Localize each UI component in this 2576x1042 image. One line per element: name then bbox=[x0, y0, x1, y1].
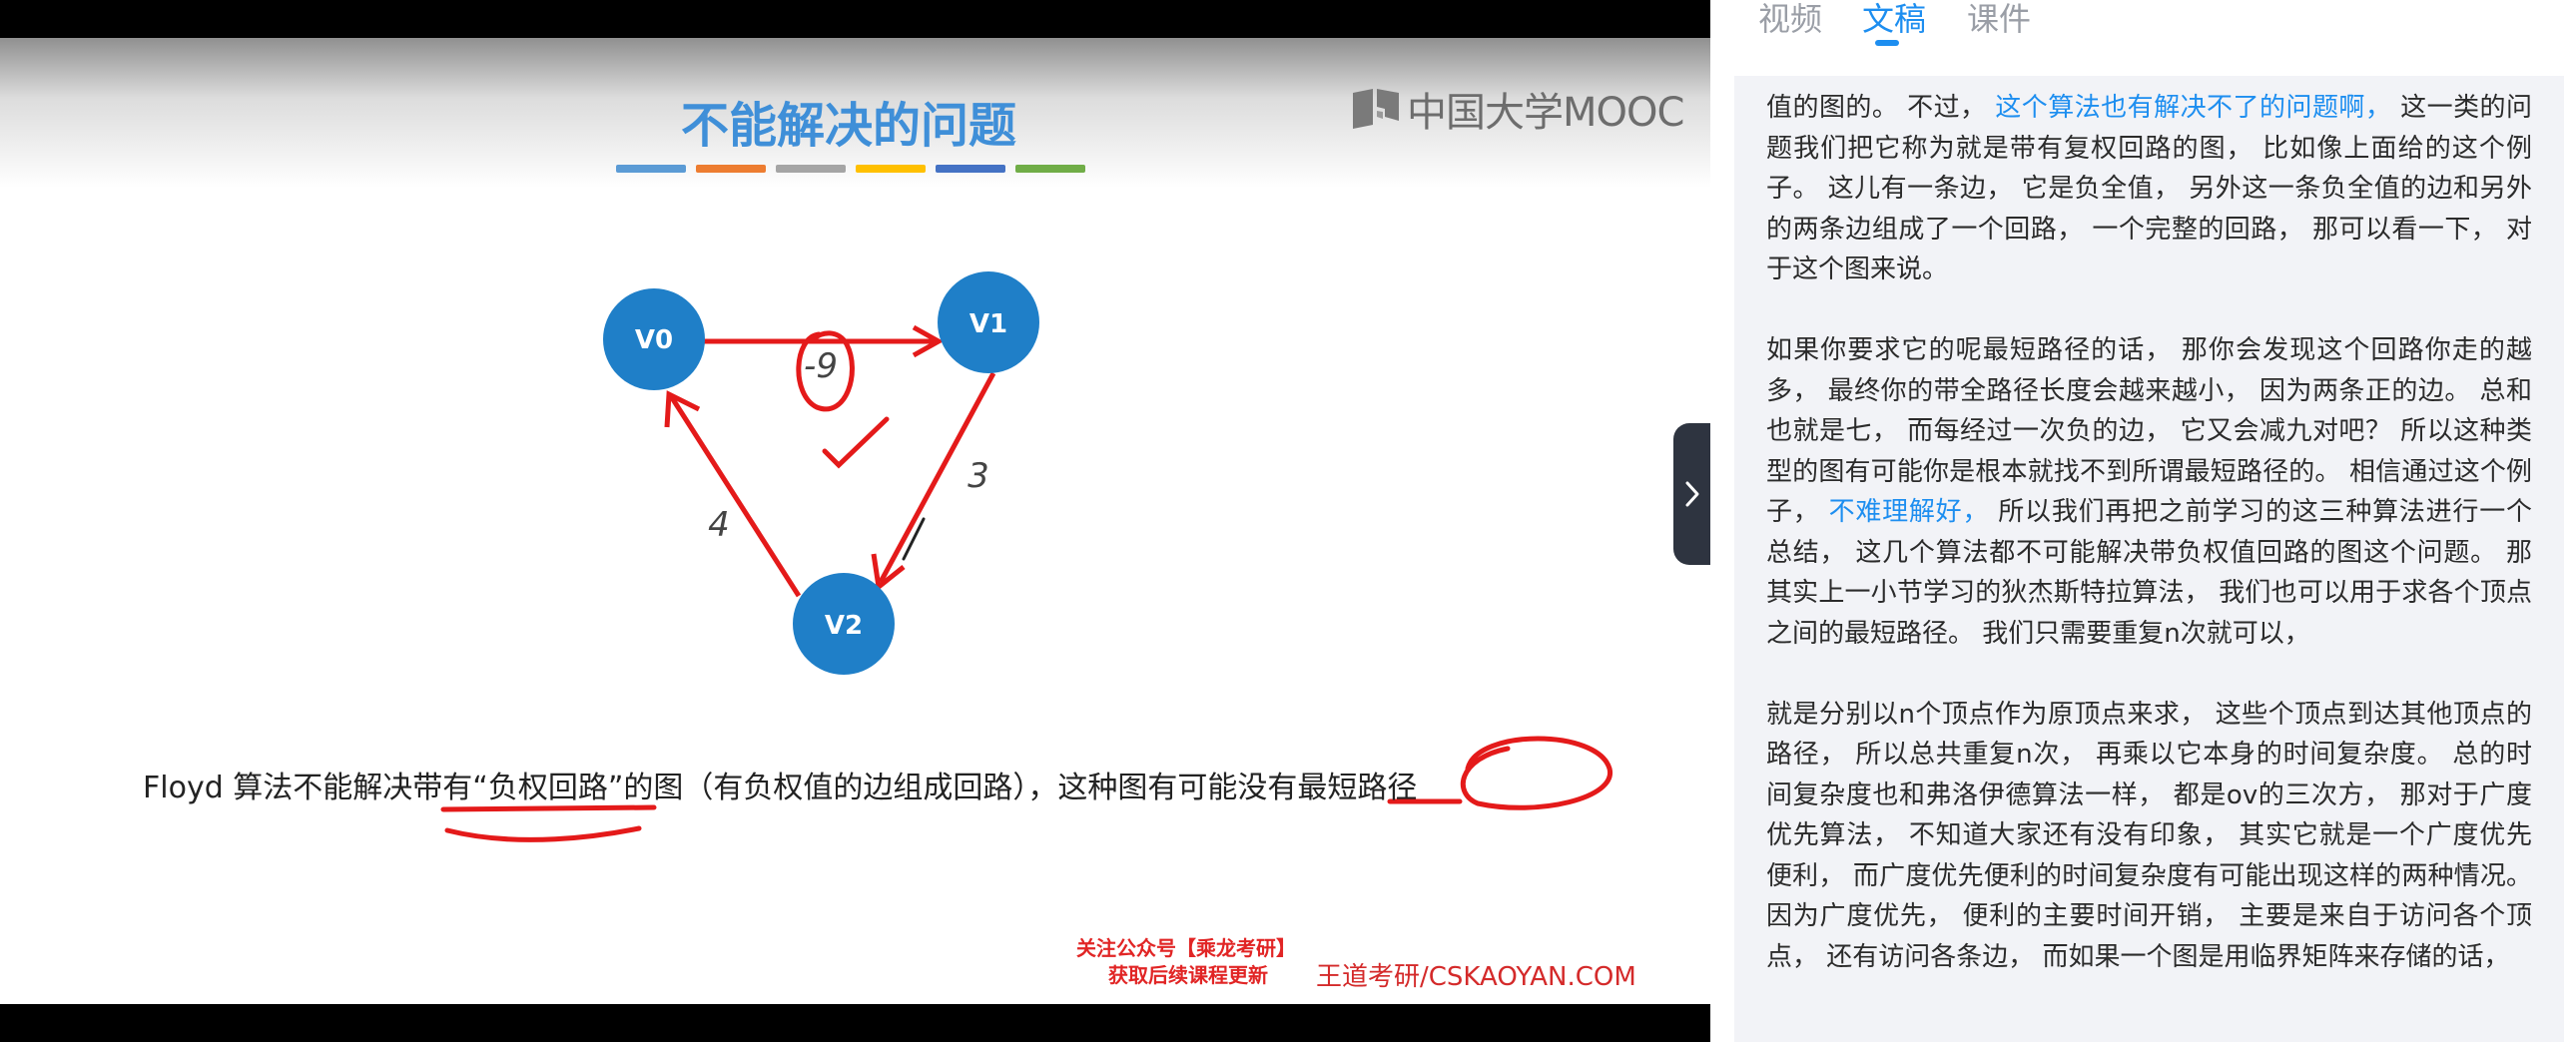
underline-v1-v2-edge bbox=[902, 517, 926, 561]
transcript-highlight: 这个算法也有解决不了的问题啊， bbox=[1995, 93, 2392, 123]
edge-v1-v2 bbox=[878, 371, 996, 584]
caption-no: 没有 bbox=[1237, 771, 1298, 805]
wechat-promo-line2: 获取后续课程更新 bbox=[1108, 963, 1268, 987]
transcript-paragraph[interactable]: 如果你要求它的呢最短路径的话， 那你会发现这个回路你走的越多， 最终你的带全路径… bbox=[1766, 330, 2532, 654]
edge-v0-v1-arrowhead bbox=[912, 324, 945, 358]
caption-part3: 的图（有负权值的边组成回路），这种图有可能 bbox=[623, 771, 1238, 805]
underline-negative-loop-1 bbox=[440, 804, 657, 812]
transcript-text: 如果你要求它的呢最短路径的话， 那你会发现这个回路你走的越多， 最终你的带全路径… bbox=[1766, 335, 2532, 527]
graph-diagram: V0 V1 V2 -9 3 4 bbox=[440, 271, 1612, 842]
node-v1-label: V1 bbox=[969, 309, 1007, 339]
edge-v2-v0-arrowhead bbox=[664, 390, 701, 428]
mooc-logo-icon bbox=[1353, 89, 1399, 129]
transcript-content[interactable]: 值的图的。 不过， 这个算法也有解决不了的问题啊， 这一类的问题我们把它称为就是… bbox=[1734, 76, 2564, 1042]
underline-negative-loop-2 bbox=[444, 825, 642, 842]
node-v1 bbox=[938, 271, 1039, 373]
transcript-text: 所以我们再把之前学习的这三种算法进行一个总结， 这几个算法都不可能解决带负权值回… bbox=[1766, 497, 2532, 649]
title-bar-0 bbox=[616, 165, 686, 173]
transcript-text: 就是分别以n个顶点作为原顶点来求， 这些个顶点到达其他顶点的路径， 所以总共重复… bbox=[1766, 699, 2532, 972]
edge-v2-v0 bbox=[668, 394, 802, 598]
video-player[interactable]: 不能解决的问题 中国大学MOOC V0 V1 V bbox=[0, 0, 1710, 1042]
caption-shortest-path: 最短路径 bbox=[1297, 771, 1418, 805]
title-bar-2 bbox=[776, 165, 846, 173]
transcript-paragraph[interactable]: 值的图的。 不过， 这个算法也有解决不了的问题啊， 这一类的问题我们把它称为就是… bbox=[1766, 88, 2532, 290]
wechat-promo-line1: 关注公众号【乘龙考研】 bbox=[1076, 936, 1296, 960]
title-bar-1 bbox=[696, 165, 766, 173]
graph-nodes: V0 V1 V2 bbox=[603, 271, 1039, 675]
transcript-text: 这一类的问题我们把它称为就是带有复权回路的图， 比如像上面给的这个例子。 这儿有… bbox=[1766, 93, 2533, 284]
handwritten-annotations bbox=[440, 330, 1612, 842]
weight-v2-v0: 4 bbox=[708, 505, 730, 545]
title-color-bars bbox=[616, 165, 1085, 173]
lecture-slide: 不能解决的问题 中国大学MOOC bbox=[0, 38, 1710, 1004]
checkmark bbox=[822, 416, 890, 469]
mooc-logo-text: 中国大学MOOC bbox=[1407, 90, 1684, 136]
transcript-paragraph[interactable]: 就是分别以n个顶点作为原顶点来求， 这些个顶点到达其他顶点的路径， 所以总共重复… bbox=[1766, 695, 2532, 978]
tab-transcript[interactable]: 文稿 bbox=[1862, 0, 1927, 38]
weight-v1-v2: 3 bbox=[967, 456, 989, 496]
slide-caption: Floyd 算法不能解决带有“负权回路”的图（有负权值的边组成回路），这种图有可… bbox=[143, 763, 1417, 806]
wangdao-watermark: 王道考研/CSKAOYAN.COM bbox=[1316, 962, 1636, 992]
transcript-text: 值的图的。 不过， bbox=[1766, 93, 1987, 123]
node-v2 bbox=[793, 573, 895, 675]
panel-tabs: 视频 文稿 课件 bbox=[1710, 0, 2576, 52]
title-bar-4 bbox=[936, 165, 1005, 173]
caption-part1: Floyd 算法不能解决 bbox=[143, 771, 413, 805]
collapse-panel-button[interactable] bbox=[1673, 423, 1710, 565]
caption-negative-loop: 带有“负权回路” bbox=[412, 771, 624, 805]
tab-courseware[interactable]: 课件 bbox=[1967, 0, 2032, 38]
weight-v0-v1: -9 bbox=[804, 346, 838, 386]
node-v2-label: V2 bbox=[825, 611, 863, 641]
slide-title: 不能解决的问题 bbox=[680, 98, 1016, 154]
graph-edges bbox=[664, 324, 996, 598]
node-v0 bbox=[603, 288, 705, 390]
chevron-right-icon bbox=[1685, 481, 1698, 507]
title-bar-5 bbox=[1015, 165, 1085, 173]
transcript-highlight: 不难理解好， bbox=[1828, 497, 1990, 527]
circle-shortest-path bbox=[1460, 736, 1612, 810]
circle-around-weight bbox=[796, 330, 855, 412]
tab-video[interactable]: 视频 bbox=[1758, 0, 1823, 38]
mooc-logo: 中国大学MOOC bbox=[1351, 80, 1684, 138]
node-v0-label: V0 bbox=[635, 325, 673, 355]
title-bar-3 bbox=[856, 165, 926, 173]
active-tab-indicator bbox=[1875, 40, 1899, 46]
